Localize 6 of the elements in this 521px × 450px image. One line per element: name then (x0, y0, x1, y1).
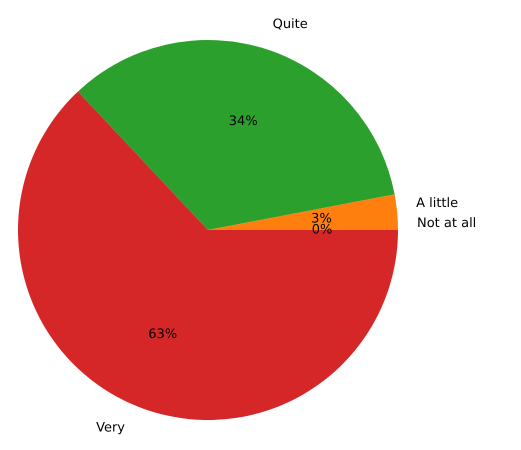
data-label: 63% (148, 327, 178, 342)
category-label: Not at all (417, 216, 476, 231)
data-label: 34% (228, 114, 258, 129)
slice-label: A little (416, 196, 458, 212)
slice-label: Quite (272, 17, 308, 32)
slice-label: Very (96, 420, 126, 436)
